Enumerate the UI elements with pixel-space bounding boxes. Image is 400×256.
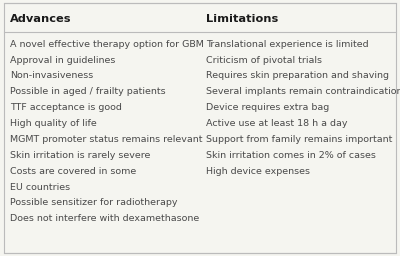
Text: Possible sensitizer for radiotherapy: Possible sensitizer for radiotherapy — [10, 198, 178, 207]
FancyBboxPatch shape — [4, 3, 396, 253]
Text: EU countries: EU countries — [10, 183, 70, 191]
Text: High device expenses: High device expenses — [206, 167, 310, 176]
Text: Requires skin preparation and shaving: Requires skin preparation and shaving — [206, 71, 389, 80]
Text: High quality of life: High quality of life — [10, 119, 97, 128]
Text: Skin irritation is rarely severe: Skin irritation is rarely severe — [10, 151, 150, 160]
Text: Several implants remain contraindication: Several implants remain contraindication — [206, 87, 400, 96]
Text: MGMT promoter status remains relevant: MGMT promoter status remains relevant — [10, 135, 202, 144]
Text: Limitations: Limitations — [206, 14, 278, 24]
Text: Non-invasiveness: Non-invasiveness — [10, 71, 93, 80]
Text: Advances: Advances — [10, 14, 72, 24]
Text: Possible in aged / frailty patients: Possible in aged / frailty patients — [10, 87, 166, 96]
Text: Criticism of pivotal trials: Criticism of pivotal trials — [206, 56, 322, 65]
Text: Does not interfere with dexamethasone: Does not interfere with dexamethasone — [10, 214, 199, 223]
Text: Translational experience is limited: Translational experience is limited — [206, 40, 369, 49]
Text: Support from family remains important: Support from family remains important — [206, 135, 392, 144]
Text: Device requires extra bag: Device requires extra bag — [206, 103, 329, 112]
Text: Active use at least 18 h a day: Active use at least 18 h a day — [206, 119, 348, 128]
Text: Costs are covered in some: Costs are covered in some — [10, 167, 136, 176]
Text: Skin irritation comes in 2% of cases: Skin irritation comes in 2% of cases — [206, 151, 376, 160]
Text: Approval in guidelines: Approval in guidelines — [10, 56, 115, 65]
Text: A novel effective therapy option for GBM: A novel effective therapy option for GBM — [10, 40, 204, 49]
Text: TTF acceptance is good: TTF acceptance is good — [10, 103, 122, 112]
